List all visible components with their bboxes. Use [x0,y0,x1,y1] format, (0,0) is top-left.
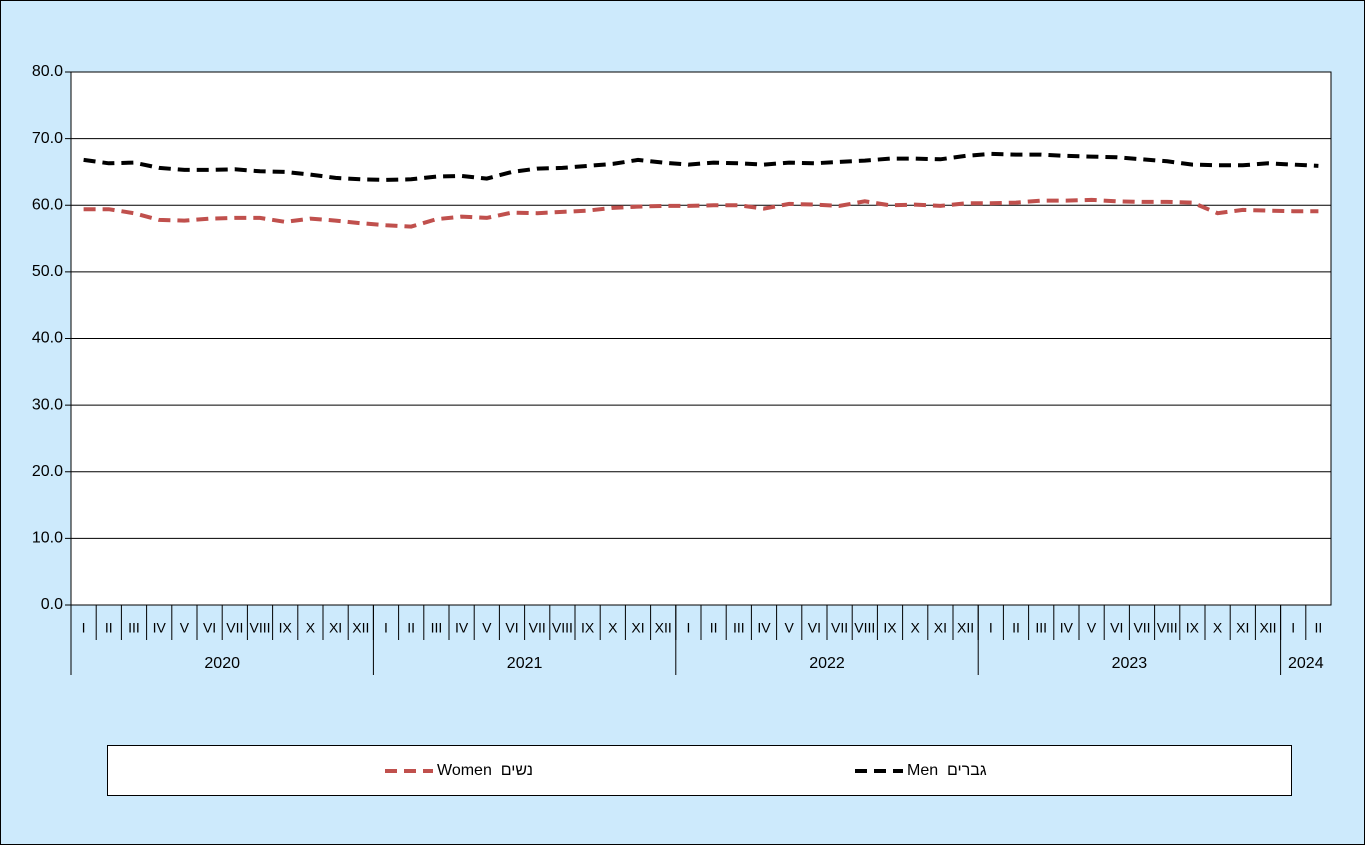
x-tick-label: I [1291,620,1295,636]
x-tick-label: IV [757,620,771,636]
x-tick-label: III [128,620,140,636]
x-tick-label: XII [1259,620,1276,636]
series-line [83,151,1319,182]
x-tick-label: V [785,620,795,636]
x-tick-label: XII [957,620,974,636]
group-label: 2020 [204,655,240,672]
y-tick-label: 30.0 [32,396,63,413]
x-tick-label: VI [808,620,821,636]
y-tick-label: 40.0 [32,330,63,347]
x-tick-label: XII [655,620,672,636]
x-tick-label: IX [581,620,595,636]
x-tick-label: XI [329,620,342,636]
x-tick-label: X [1213,620,1223,636]
x-tick-label: I [989,620,993,636]
x-tick-label: VII [226,620,243,636]
group-label: 2023 [1112,655,1148,672]
y-tick-label: 70.0 [32,130,63,147]
legend-label: Men גברים [907,762,987,779]
x-tick-label: VIII [1157,620,1178,636]
series-line [83,197,1319,229]
x-tick-label: III [733,620,745,636]
y-tick-label: 80.0 [32,63,63,80]
group-label: 2022 [809,655,845,672]
x-tick-label: I [82,620,86,636]
x-tick-label: XI [631,620,644,636]
y-tick-label: 50.0 [32,263,63,280]
x-tick-label: X [608,620,618,636]
x-tick-label: V [482,620,492,636]
y-tick-label: 60.0 [32,196,63,213]
x-tick-label: II [105,620,113,636]
x-tick-label: IV [1060,620,1074,636]
x-tick-label: XI [934,620,947,636]
x-tick-label: IX [1186,620,1200,636]
legend-label: Women נשים [437,762,533,779]
x-tick-label: III [431,620,443,636]
x-tick-label: X [911,620,921,636]
x-tick-label: VIII [552,620,573,636]
y-tick-label: 20.0 [32,463,63,480]
x-tick-label: VI [1110,620,1123,636]
group-label: 2021 [507,655,543,672]
group-label: 2024 [1288,655,1324,672]
x-tick-label: VII [529,620,546,636]
x-tick-label: IX [883,620,897,636]
x-tick-label: IX [279,620,293,636]
legend-box [107,745,1292,796]
y-tick-label: 0.0 [41,596,63,613]
x-tick-label: II [1315,620,1323,636]
x-tick-label: I [384,620,388,636]
x-tick-label: VI [505,620,518,636]
x-tick-label: I [686,620,690,636]
x-tick-label: III [1035,620,1047,636]
x-tick-label: XI [1236,620,1249,636]
x-tick-label: VII [1133,620,1150,636]
x-tick-label: VIII [249,620,270,636]
x-tick-label: II [710,620,718,636]
x-tick-label: IV [153,620,167,636]
x-tick-label: V [180,620,190,636]
x-tick-label: XII [352,620,369,636]
x-tick-label: X [306,620,316,636]
x-tick-label: II [1012,620,1020,636]
x-tick-label: II [407,620,415,636]
x-tick-label: VIII [854,620,875,636]
x-tick-label: V [1087,620,1097,636]
x-tick-label: VII [831,620,848,636]
y-tick-label: 10.0 [32,530,63,547]
x-tick-label: VI [203,620,216,636]
x-tick-label: IV [455,620,469,636]
